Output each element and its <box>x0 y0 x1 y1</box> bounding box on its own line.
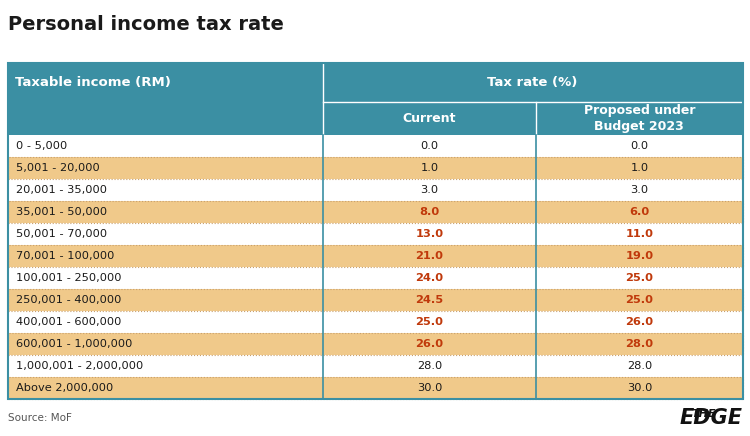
Text: 1,000,001 - 2,000,000: 1,000,001 - 2,000,000 <box>16 361 144 371</box>
Text: 21.0: 21.0 <box>416 251 443 261</box>
Bar <box>8 63 742 135</box>
Text: 25.0: 25.0 <box>416 317 443 327</box>
Bar <box>8 267 742 289</box>
Bar <box>8 377 742 399</box>
Text: 28.0: 28.0 <box>626 339 653 349</box>
Text: 11.0: 11.0 <box>626 229 653 239</box>
Text: 13.0: 13.0 <box>416 229 443 239</box>
Text: 1.0: 1.0 <box>420 163 439 173</box>
Text: 3.0: 3.0 <box>630 185 649 195</box>
Bar <box>8 311 742 333</box>
Text: 50,001 - 70,000: 50,001 - 70,000 <box>16 229 108 239</box>
Text: Above 2,000,000: Above 2,000,000 <box>16 383 114 393</box>
Text: 3.0: 3.0 <box>420 185 439 195</box>
Text: 6.0: 6.0 <box>629 207 650 217</box>
Text: 100,001 - 250,000: 100,001 - 250,000 <box>16 273 122 283</box>
Text: 0.0: 0.0 <box>630 141 649 151</box>
Bar <box>8 135 742 157</box>
Text: 30.0: 30.0 <box>627 383 652 393</box>
Bar <box>8 355 742 377</box>
Text: 25.0: 25.0 <box>626 295 653 305</box>
Bar <box>8 333 742 355</box>
Bar <box>8 201 742 223</box>
Bar <box>8 377 742 399</box>
Text: 1.0: 1.0 <box>630 163 649 173</box>
Bar <box>8 157 742 179</box>
Text: THE: THE <box>692 409 716 419</box>
Bar <box>8 333 742 355</box>
Text: Current: Current <box>403 112 456 125</box>
Text: 5,001 - 20,000: 5,001 - 20,000 <box>16 163 101 173</box>
Bar <box>8 289 742 311</box>
Text: 20,001 - 35,000: 20,001 - 35,000 <box>16 185 107 195</box>
Text: Tax rate (%): Tax rate (%) <box>488 76 578 89</box>
Bar <box>8 157 742 179</box>
Bar <box>8 245 742 267</box>
Text: 28.0: 28.0 <box>627 361 652 371</box>
Bar <box>8 63 742 399</box>
Text: 24.0: 24.0 <box>416 273 443 283</box>
Bar <box>8 179 742 201</box>
Text: 250,001 - 400,000: 250,001 - 400,000 <box>16 295 122 305</box>
Text: EDGE: EDGE <box>680 408 742 428</box>
Text: Taxable income (RM): Taxable income (RM) <box>15 76 171 89</box>
Bar <box>8 201 742 223</box>
Text: 70,001 - 100,000: 70,001 - 100,000 <box>16 251 115 261</box>
Text: 35,001 - 50,000: 35,001 - 50,000 <box>16 207 108 217</box>
Bar <box>8 245 742 267</box>
Text: 8.0: 8.0 <box>419 207 440 217</box>
Text: 400,001 - 600,000: 400,001 - 600,000 <box>16 317 122 327</box>
Text: Source: MoF: Source: MoF <box>8 413 71 423</box>
Text: 24.5: 24.5 <box>416 295 443 305</box>
Text: 0.0: 0.0 <box>420 141 439 151</box>
Text: Proposed under
Budget 2023: Proposed under Budget 2023 <box>584 104 695 133</box>
Text: 19.0: 19.0 <box>626 251 653 261</box>
Bar <box>8 223 742 245</box>
Text: 25.0: 25.0 <box>626 273 653 283</box>
Text: 0 - 5,000: 0 - 5,000 <box>16 141 68 151</box>
Text: Personal income tax rate: Personal income tax rate <box>8 15 284 34</box>
Text: 26.0: 26.0 <box>626 317 653 327</box>
Text: 28.0: 28.0 <box>417 361 442 371</box>
Text: 600,001 - 1,000,000: 600,001 - 1,000,000 <box>16 339 133 349</box>
Bar <box>8 289 742 311</box>
Text: 26.0: 26.0 <box>416 339 443 349</box>
Text: 30.0: 30.0 <box>417 383 442 393</box>
